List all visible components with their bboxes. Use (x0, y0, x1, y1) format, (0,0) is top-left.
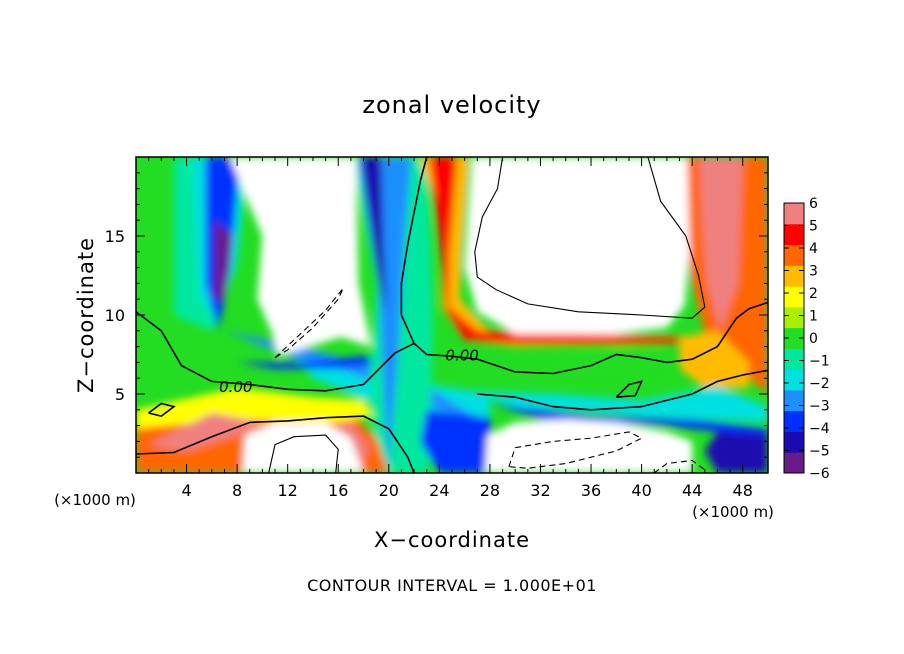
colorbar-tick-label: −5 (809, 444, 830, 460)
x-axis: 4 8 12 16 20 24 28 32 36 40 44 48 (148, 157, 756, 500)
colorbar-swatch (784, 348, 804, 370)
y-tick-label: 5 (115, 385, 125, 404)
field-region (429, 157, 693, 344)
x-scale-note: (×1000 m) (692, 503, 774, 521)
colorbar-tick-label: 0 (809, 331, 818, 347)
field-region (420, 409, 497, 473)
colorbar-swatch (784, 389, 804, 412)
velocity-field (136, 157, 768, 473)
colorbar-swatch (784, 452, 804, 474)
x-axis-label: X−coordinate (374, 528, 530, 552)
contour-line (136, 415, 415, 473)
saturated-region (484, 419, 693, 473)
colorbar: 6 5 4 3 2 1 0 −1 −2 −3 −4 −5 −6 (783, 196, 830, 482)
y-axis-label: Z−coordinate (74, 237, 98, 393)
x-tick-label: 20 (379, 481, 399, 500)
contour-label: 0.00 (219, 378, 252, 396)
colorbar-tick-label: 3 (809, 264, 818, 280)
colorbar-swatch (784, 327, 804, 349)
x-tick-label: 4 (181, 481, 191, 500)
field-region (214, 220, 233, 300)
x-tick-label: 48 (733, 481, 753, 500)
colorbar-tick-label: 1 (809, 309, 818, 325)
contour-line (274, 287, 344, 359)
contour-label-group: 0.00 0.00 (219, 347, 479, 397)
field-region (489, 403, 768, 439)
field-region (699, 157, 743, 331)
colorbar-tick-label: 2 (809, 286, 818, 302)
colorbar-swatch (784, 203, 804, 225)
y-scale-note: (×1000 m) (54, 491, 136, 509)
colorbar-swatch (784, 223, 804, 246)
contour-line (653, 459, 706, 473)
field-region (679, 330, 749, 388)
x-tick-label: 16 (328, 481, 348, 500)
colorbar-tick-label: 5 (809, 219, 818, 235)
contour-line (477, 369, 768, 411)
field-region (704, 431, 768, 473)
field-region (148, 413, 263, 451)
colorbar-tick-label: −4 (809, 421, 830, 437)
x-tick-label: 28 (480, 481, 500, 500)
contour-label: 0.00 (445, 347, 478, 365)
field-region (464, 386, 768, 423)
colorbar-tick-label: 6 (809, 196, 818, 212)
contour-line (474, 157, 706, 319)
plot-area: 0.00 0.00 (136, 157, 768, 473)
x-tick-label: 44 (682, 481, 702, 500)
colorbar-tick-label: −3 (809, 399, 830, 415)
contour-interval-note: CONTOUR INTERVAL = 1.000E+01 (307, 576, 597, 595)
chart-title: zonal velocity (362, 91, 541, 119)
saturated-region (229, 157, 372, 357)
y-tick-label: 10 (105, 306, 125, 325)
contour-line (615, 380, 643, 398)
contour-line (136, 301, 768, 392)
colorbar-swatch (784, 410, 804, 432)
x-tick-label: 32 (530, 481, 550, 500)
contour-line (508, 431, 643, 469)
colorbar-swatch (784, 306, 804, 329)
contour-line (148, 402, 176, 417)
x-tick-label: 36 (581, 481, 601, 500)
colorbar-swatch (784, 286, 804, 308)
y-tick-label: 15 (105, 227, 125, 246)
x-tick-label: 24 (429, 481, 449, 500)
contour-line (268, 434, 339, 473)
colorbar-tick-label: 4 (809, 241, 818, 257)
contour-lines (136, 157, 768, 473)
colorbar-tick-label: −2 (809, 376, 830, 392)
contour-line (400, 157, 428, 344)
colorbar-tick-label: −6 (809, 466, 830, 482)
colorbar-swatch (784, 369, 804, 391)
field-region (237, 356, 389, 369)
colorbar-swatch (784, 244, 804, 266)
x-tick-label: 40 (631, 481, 651, 500)
field-region (357, 157, 412, 473)
x-tick-label: 12 (278, 481, 298, 500)
field-region (361, 157, 387, 315)
colorbar-swatch (784, 265, 804, 287)
saturated-region (464, 157, 690, 334)
colorbar-tick-label: −1 (809, 354, 830, 370)
x-tick-label: 8 (232, 481, 242, 500)
y-axis: 5 10 15 (105, 172, 768, 458)
saturated-region (242, 422, 364, 473)
colorbar-swatch (784, 431, 804, 453)
field-region (439, 349, 667, 385)
